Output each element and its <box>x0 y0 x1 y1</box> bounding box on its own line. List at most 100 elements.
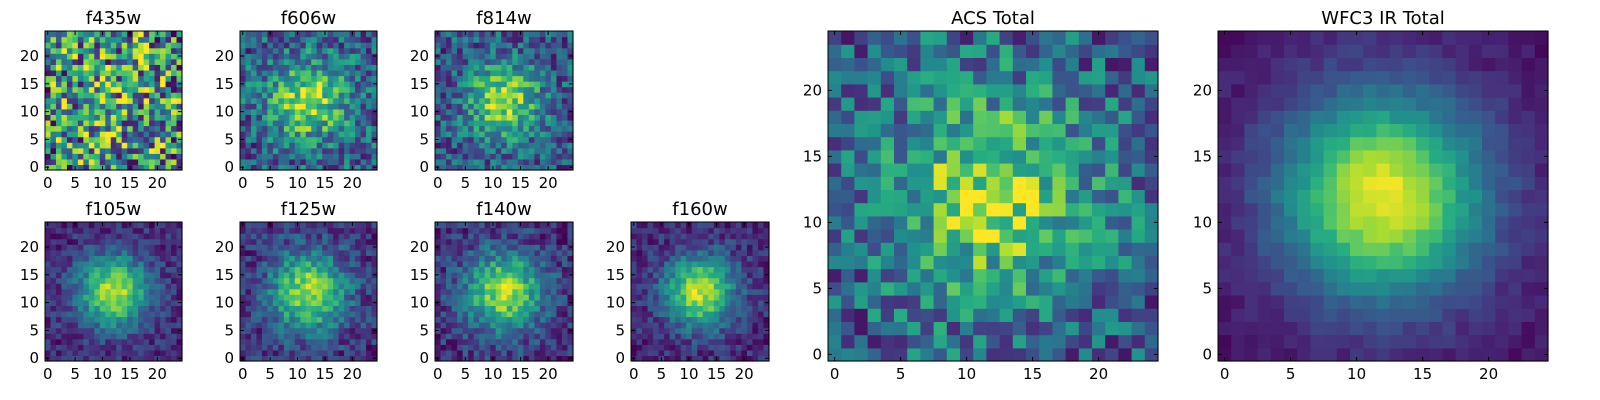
heatmap-cell <box>327 255 334 262</box>
heatmap-cell <box>322 119 329 127</box>
heatmap-cell <box>708 333 715 340</box>
heatmap-cell <box>512 131 519 138</box>
heatmap-cell <box>267 233 274 240</box>
heatmap-cell <box>468 333 475 340</box>
heatmap-cell <box>349 86 356 93</box>
heatmap-cell <box>484 131 491 138</box>
heatmap-cell <box>322 69 329 77</box>
heatmap-cell <box>66 86 73 93</box>
heatmap-cell <box>462 255 469 262</box>
heatmap-cell <box>490 244 497 251</box>
y-tick-label: 5 <box>615 321 625 339</box>
heatmap-cell <box>371 114 378 121</box>
heatmap-cell <box>110 233 117 240</box>
heatmap-cell <box>642 349 649 357</box>
heatmap-cell <box>636 338 643 345</box>
heatmap-cell <box>501 31 508 38</box>
heatmap-cell <box>1078 334 1093 349</box>
heatmap-cell <box>506 147 513 154</box>
heatmap-cell <box>77 238 84 245</box>
heatmap-cell <box>366 222 373 229</box>
panel-title: f814w <box>476 8 531 29</box>
heatmap-cell <box>132 86 139 93</box>
heatmap-cell <box>512 327 519 334</box>
heatmap-cell <box>473 75 480 82</box>
heatmap-cell <box>132 255 139 262</box>
heatmap-cell <box>495 294 502 301</box>
heatmap-cell <box>484 75 491 82</box>
heatmap-cell <box>708 294 715 301</box>
heatmap-cell <box>713 322 720 329</box>
heatmap-cell <box>686 244 693 251</box>
heatmap-cell <box>545 338 552 345</box>
heatmap-cell <box>305 249 312 256</box>
heatmap-cell <box>333 249 340 256</box>
heatmap-cell <box>539 69 546 77</box>
heatmap-cell <box>708 327 715 334</box>
heatmap-cell <box>473 260 480 268</box>
heatmap-cell <box>61 344 68 351</box>
heatmap-cell <box>322 283 329 290</box>
heatmap-cell <box>1118 295 1133 309</box>
x-tick-label: 5 <box>265 365 275 383</box>
heatmap-cell <box>132 131 139 138</box>
heatmap-cell <box>517 305 524 312</box>
heatmap-cell <box>283 147 290 154</box>
heatmap-cell <box>311 322 318 329</box>
heatmap-cell <box>946 308 961 322</box>
y-tick-label: 0 <box>224 158 234 176</box>
heatmap-cell <box>539 119 546 127</box>
heatmap-cell <box>446 283 453 290</box>
heatmap-cell <box>730 266 737 273</box>
heatmap-cell <box>132 305 139 312</box>
heatmap-cell <box>143 288 150 295</box>
heatmap-cell <box>138 333 145 340</box>
heatmap-cell <box>642 238 649 245</box>
heatmap-cell <box>708 355 715 362</box>
heatmap-cell <box>72 69 79 77</box>
heatmap-cell <box>355 131 362 138</box>
heatmap-cell <box>278 36 285 43</box>
heatmap-cell <box>479 114 486 121</box>
heatmap-cell <box>94 233 101 240</box>
heatmap-cell <box>462 147 469 154</box>
heatmap-cell <box>468 255 475 262</box>
heatmap-cell <box>556 147 563 154</box>
heatmap-cell <box>99 288 106 295</box>
heatmap-cell <box>171 108 178 115</box>
heatmap-cell <box>371 316 378 323</box>
heatmap-cell <box>250 53 258 60</box>
heatmap-cell <box>61 31 68 38</box>
heatmap-cell <box>567 142 574 149</box>
heatmap-cell <box>77 119 84 127</box>
heatmap-cell <box>272 64 279 71</box>
heatmap-cell <box>322 53 329 60</box>
heatmap-cell <box>316 75 323 82</box>
heatmap-cell <box>94 103 101 110</box>
heatmap-cell <box>1026 163 1040 177</box>
heatmap-cell <box>261 260 268 268</box>
heatmap-cell <box>457 81 464 88</box>
heatmap-cell <box>435 349 442 357</box>
heatmap-cell <box>149 47 156 54</box>
heatmap-cell <box>256 153 263 160</box>
heatmap-cell <box>854 347 869 362</box>
heatmap-cell <box>289 31 296 38</box>
heatmap-cell <box>653 288 660 295</box>
heatmap-cell <box>355 260 362 268</box>
heatmap-cell <box>713 266 720 273</box>
heatmap-cell <box>94 125 101 132</box>
heatmap-cell <box>973 268 987 283</box>
heatmap-cell <box>724 266 731 273</box>
heatmap-cell <box>94 136 101 143</box>
heatmap-cell <box>468 108 475 115</box>
heatmap-cell <box>686 294 693 301</box>
heatmap-cell <box>708 249 715 256</box>
heatmap-cell <box>121 81 128 88</box>
heatmap-cell <box>272 36 279 43</box>
heatmap-cell <box>468 164 475 171</box>
heatmap-cell <box>154 64 161 71</box>
heatmap-cell <box>165 97 172 104</box>
heatmap-cell <box>933 189 948 204</box>
